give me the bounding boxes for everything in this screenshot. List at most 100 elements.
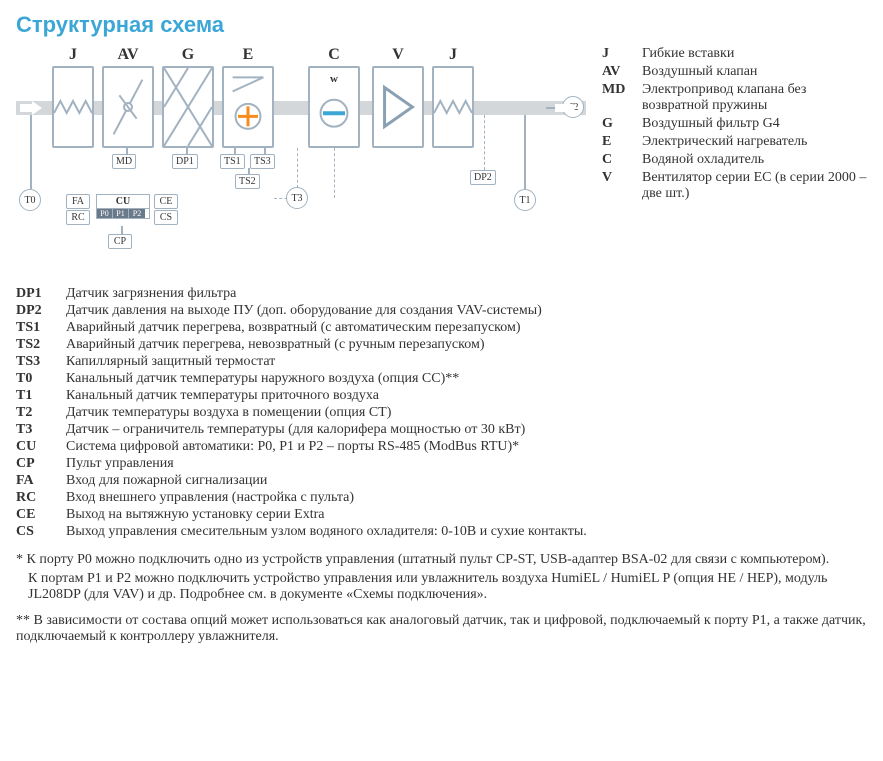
legend-desc: Гибкие вставки [642,46,867,62]
legend-key: MD [602,82,642,114]
legend-key: AV [602,64,642,80]
legend-key: J [602,46,642,62]
block-V [372,66,424,148]
legend-row: T1Канальный датчик температуры приточног… [16,388,867,404]
legend-row: EЭлектрический нагреватель [602,134,867,150]
legend-row: MDЭлектропривод клапана без возвратной п… [602,82,867,114]
arrow-in-icon [20,101,42,115]
cu-port-P2: P2 [129,209,145,218]
arrow-out-icon [555,101,577,115]
legend-desc: Электропривод клапана без возвратной пру… [642,82,867,114]
legend-key: T0 [16,371,66,387]
legend-desc: Воздушный клапан [642,64,867,80]
legend-desc: Выход управления смесительным узлом водя… [66,524,867,540]
legend-desc: Канальный датчик температуры приточного … [66,388,867,404]
block-label-C: C [308,46,360,64]
legend-desc: Датчик – ограничитель температуры (для к… [66,422,867,438]
legend-key: C [602,152,642,168]
footnote: К портам P1 и P2 можно подключить устрой… [16,571,867,603]
legend-key: TS3 [16,354,66,370]
block-label-V: V [372,46,424,64]
block-G [162,66,214,148]
legend-desc: Вход для пожарной сигнализации [66,473,867,489]
legend-desc: Вход внешнего управления (настройка с пу… [66,490,867,506]
sensor-T3: T3 [286,187,308,209]
legend-row: TS1Аварийный датчик перегрева, возвратны… [16,320,867,336]
sensor-TS1: TS1 [220,154,245,169]
block-C: w [308,66,360,148]
block-label-E: E [222,46,274,64]
cu-side-FA: FA [66,194,90,209]
legend-key: TS2 [16,337,66,353]
cu-side-CE: CE [154,194,178,209]
cu-side-RC: RC [66,210,90,225]
legend-desc: Вентилятор серии EC (в серии 2000 – две … [642,170,867,202]
legend-row: CВодяной охладитель [602,152,867,168]
legend-row: RCВход внешнего управления (настройка с … [16,490,867,506]
top-row: JAV G E C w V JMDDP1TS1TS3TS2DP2T0T2T1T3… [16,46,867,276]
block-E [222,66,274,148]
block-label-J1: J [52,46,94,64]
legend-desc: Датчик загрязнения фильтра [66,286,867,302]
legend-key: E [602,134,642,150]
legend-key: CP [16,456,66,472]
legend-key: DP1 [16,286,66,302]
legend-key: RC [16,490,66,506]
legend-desc: Водяной охладитель [642,152,867,168]
legend-desc: Аварийный датчик перегрева, невозвратный… [66,337,867,353]
legend-desc: Аварийный датчик перегрева, возвратный (… [66,320,867,336]
block-label-AV: AV [102,46,154,64]
legend-key: CE [16,507,66,523]
block-AV [102,66,154,148]
sensor-DP2: DP2 [470,170,496,185]
cu-label: CU [97,195,149,208]
diagram: JAV G E C w V JMDDP1TS1TS3TS2DP2T0T2T1T3… [16,46,586,276]
legend-key: V [602,170,642,202]
footnote: ** В зависимости от состава опций может … [16,613,867,645]
legend-key: T2 [16,405,66,421]
legend-key: FA [16,473,66,489]
legend-row: DP1Датчик загрязнения фильтра [16,286,867,302]
legend-key: DP2 [16,303,66,319]
legend-row: GВоздушный фильтр G4 [602,116,867,132]
legend-desc: Датчик температуры воздуха в помещении (… [66,405,867,421]
legend-row: CSВыход управления смесительным узлом во… [16,524,867,540]
sensor-MD: MD [112,154,136,169]
legend-row: AVВоздушный клапан [602,64,867,80]
legend-row: TS3Капиллярный защитный термостат [16,354,867,370]
svg-text:w: w [330,73,338,85]
block-label-G: G [162,46,214,64]
legend-key: G [602,116,642,132]
legend-row: VВентилятор серии EC (в серии 2000 – две… [602,170,867,202]
page-title: Структурная схема [16,12,867,38]
footnote: * К порту P0 можно подключить одно из ус… [16,552,867,568]
cu-port-P1: P1 [113,209,129,218]
legend-desc: Капиллярный защитный термостат [66,354,867,370]
legend-row: CUСистема цифровой автоматики: P0, P1 и … [16,439,867,455]
legend-row: DP2Датчик давления на выходе ПУ (доп. об… [16,303,867,319]
legend-desc: Пульт управления [66,456,867,472]
legend-desc: Канальный датчик температуры наружного в… [66,371,867,387]
cu-box: CU P0P1P2 [96,194,150,219]
legend-desc: Датчик давления на выходе ПУ (доп. обору… [66,303,867,319]
legend-row: JГибкие вставки [602,46,867,62]
cu-side-CS: CS [154,210,178,225]
legend-row: T2Датчик температуры воздуха в помещении… [16,405,867,421]
legend-row: T0Канальный датчик температуры наружного… [16,371,867,387]
sensor-TS2: TS2 [235,174,260,189]
sensor-DP1: DP1 [172,154,198,169]
sensor-TS3: TS3 [250,154,275,169]
legend-key: T1 [16,388,66,404]
legend-row: CPПульт управления [16,456,867,472]
legend-row: T3Датчик – ограничитель температуры (для… [16,422,867,438]
main-legend: JГибкие вставкиAVВоздушный клапанMDЭлект… [602,46,867,276]
sensor-T0: T0 [19,189,41,211]
legend-key: CS [16,524,66,540]
legend-key: TS1 [16,320,66,336]
legend-row: TS2Аварийный датчик перегрева, невозврат… [16,337,867,353]
block-J1 [52,66,94,148]
footnotes: * К порту P0 можно подключить одно из ус… [16,552,867,645]
legend-key: T3 [16,422,66,438]
cu-side-CP: CP [108,234,132,249]
block-J2 [432,66,474,148]
